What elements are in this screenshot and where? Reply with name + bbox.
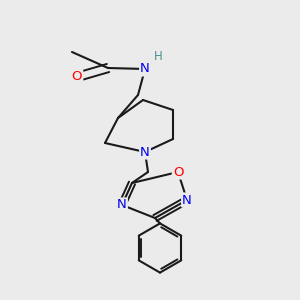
Text: N: N <box>140 62 150 76</box>
Text: N: N <box>140 146 150 158</box>
Text: N: N <box>182 194 192 206</box>
Text: O: O <box>173 166 183 178</box>
Text: H: H <box>154 50 162 62</box>
Text: N: N <box>117 199 127 212</box>
Text: O: O <box>72 70 82 83</box>
